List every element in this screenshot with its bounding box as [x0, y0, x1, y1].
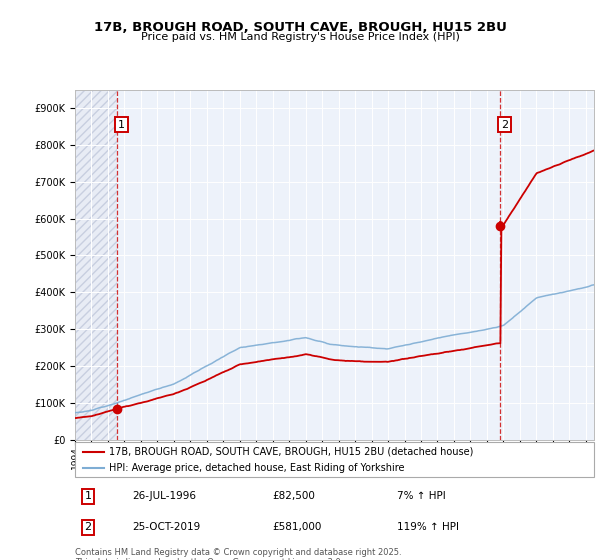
Text: HPI: Average price, detached house, East Riding of Yorkshire: HPI: Average price, detached house, East…: [109, 463, 404, 473]
Text: Price paid vs. HM Land Registry's House Price Index (HPI): Price paid vs. HM Land Registry's House …: [140, 32, 460, 43]
Text: 119% ↑ HPI: 119% ↑ HPI: [397, 522, 459, 533]
Text: Contains HM Land Registry data © Crown copyright and database right 2025.
This d: Contains HM Land Registry data © Crown c…: [75, 548, 401, 560]
Bar: [75, 90, 118, 440]
Text: £82,500: £82,500: [272, 492, 315, 501]
Text: £581,000: £581,000: [272, 522, 322, 533]
Text: 7% ↑ HPI: 7% ↑ HPI: [397, 492, 446, 501]
Text: 2: 2: [501, 120, 508, 129]
Text: 26-JUL-1996: 26-JUL-1996: [132, 492, 196, 501]
Text: 2: 2: [85, 522, 92, 533]
Text: 17B, BROUGH ROAD, SOUTH CAVE, BROUGH, HU15 2BU (detached house): 17B, BROUGH ROAD, SOUTH CAVE, BROUGH, HU…: [109, 447, 473, 457]
Text: 17B, BROUGH ROAD, SOUTH CAVE, BROUGH, HU15 2BU: 17B, BROUGH ROAD, SOUTH CAVE, BROUGH, HU…: [94, 21, 506, 34]
Text: 25-OCT-2019: 25-OCT-2019: [132, 522, 200, 533]
Text: 1: 1: [85, 492, 91, 501]
Text: 1: 1: [118, 120, 125, 129]
